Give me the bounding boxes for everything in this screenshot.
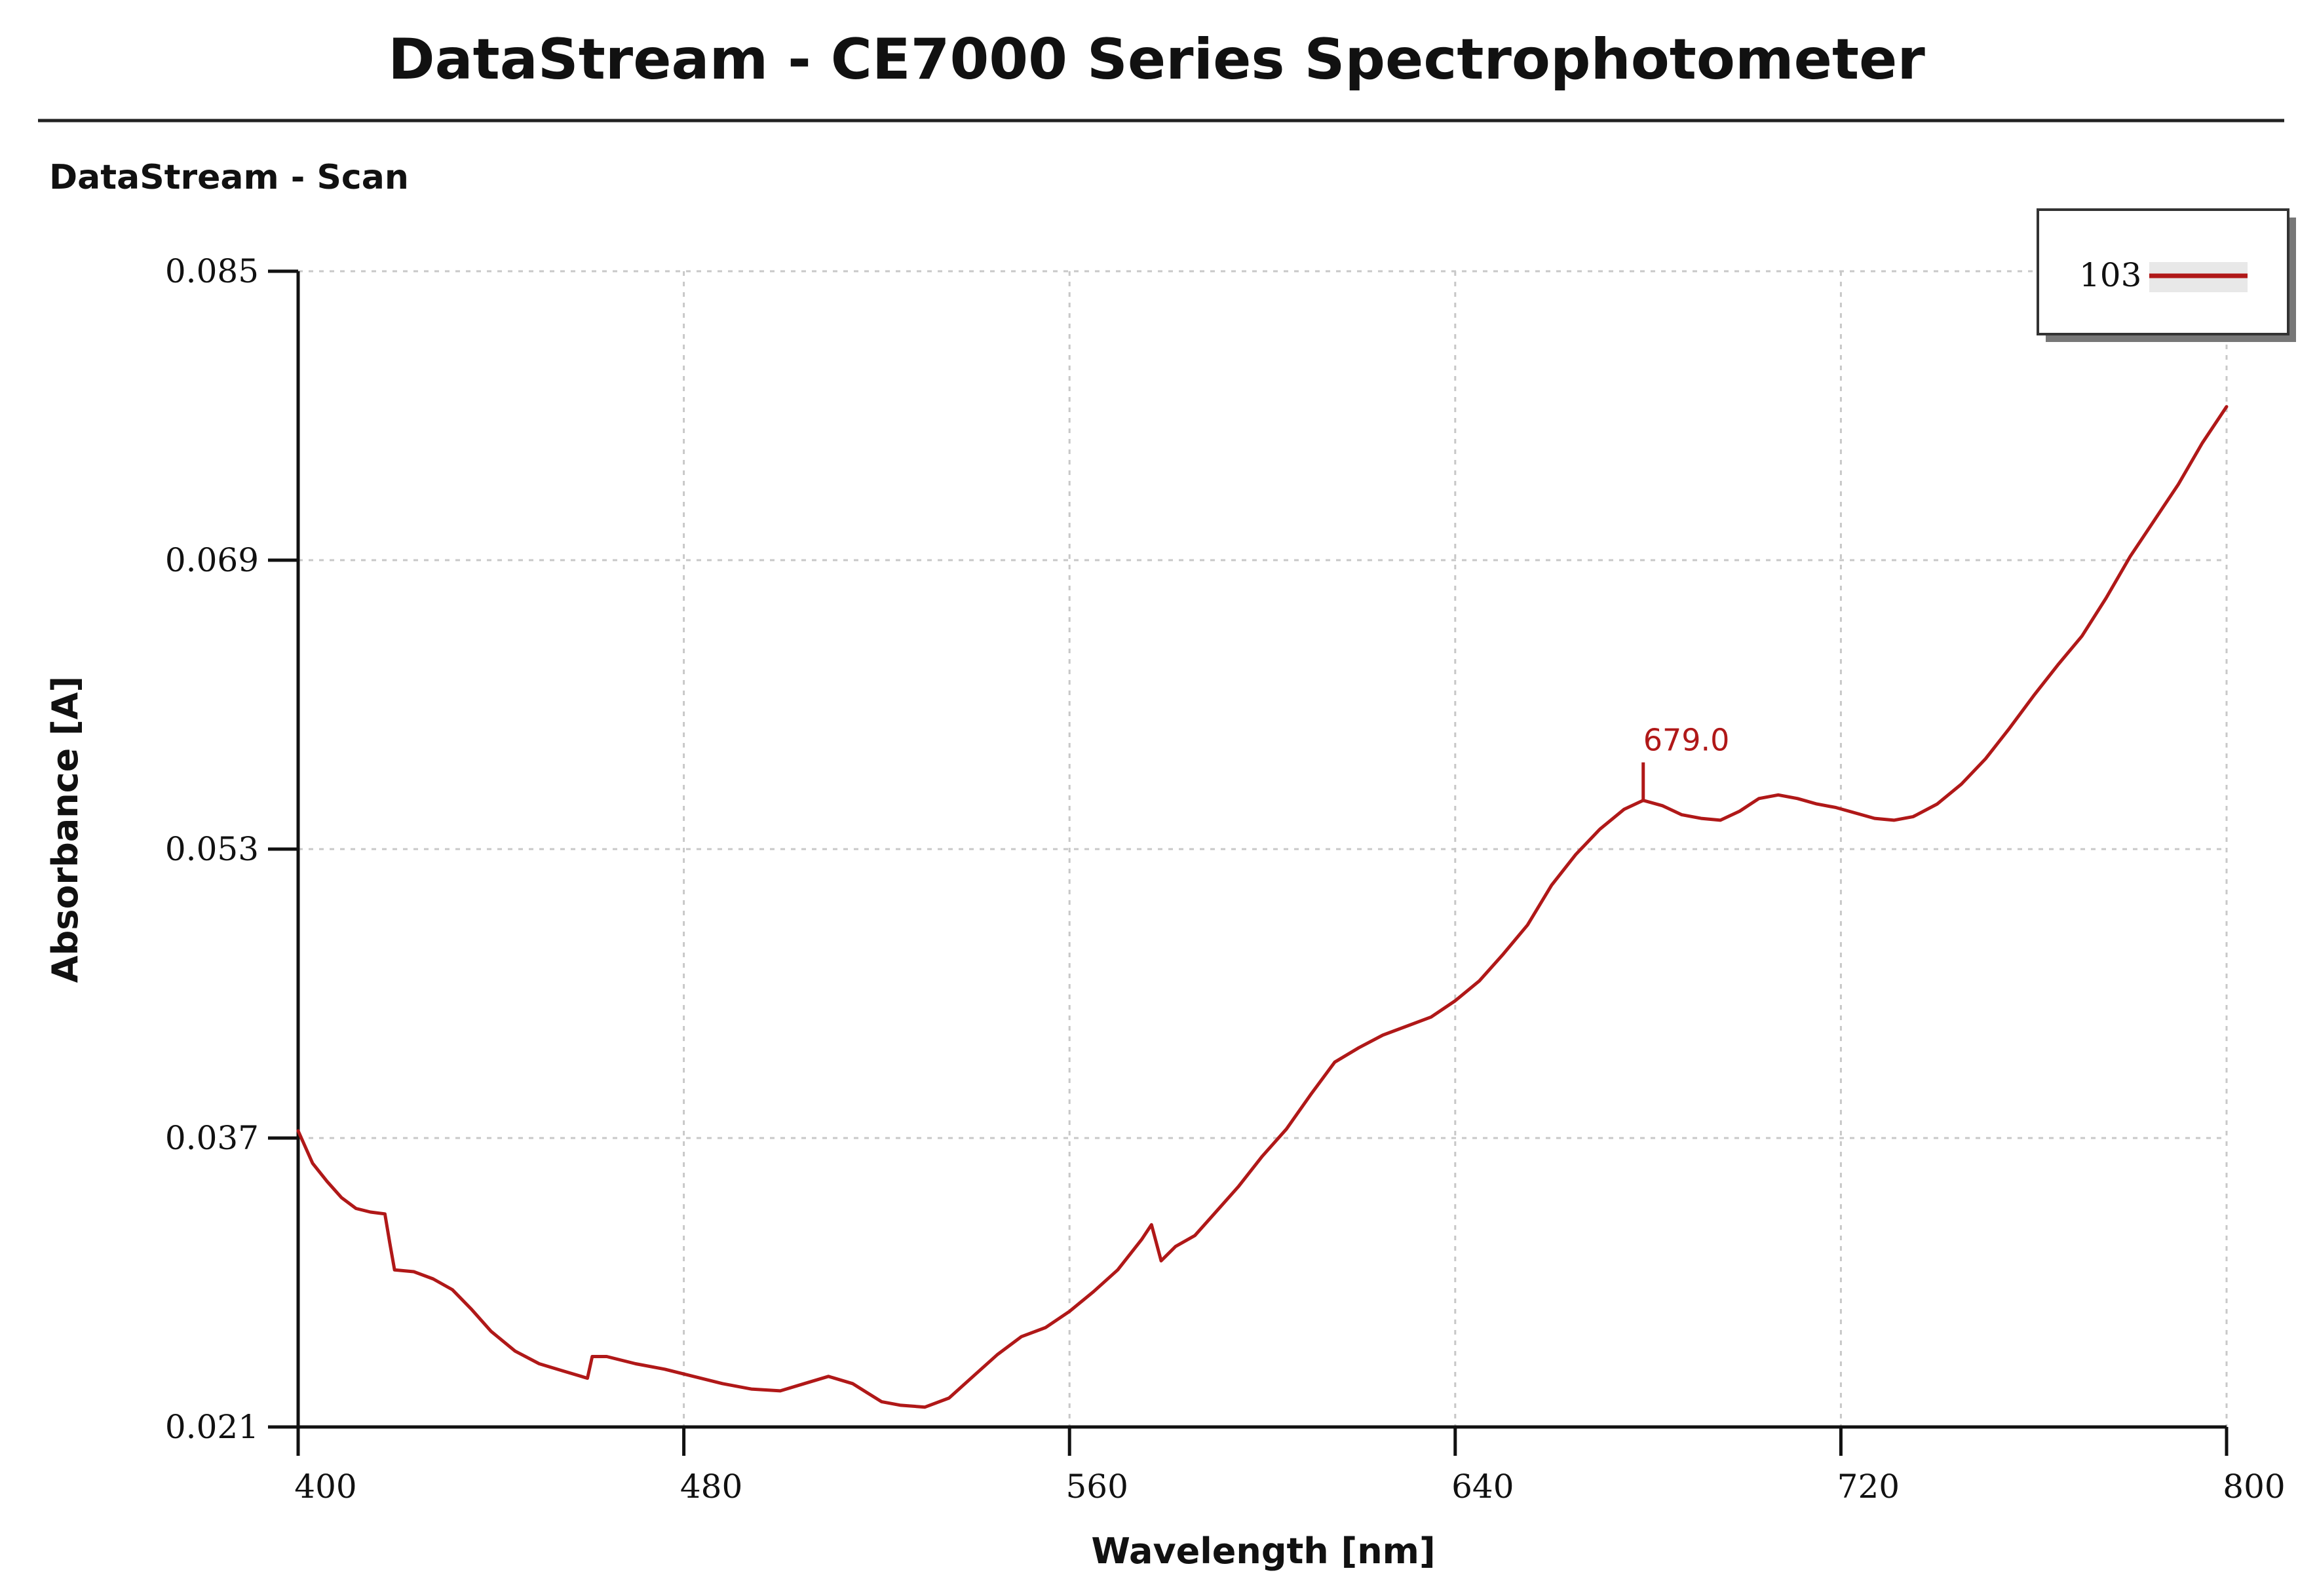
x-tick-label: 640	[1451, 1468, 1514, 1506]
y-tick-label: 0.069	[165, 541, 259, 579]
y-tick-label: 0.085	[165, 252, 259, 290]
x-tick-label: 800	[2223, 1468, 2285, 1506]
series-layer	[296, 405, 2229, 1409]
x-axis-title: Wavelength [nm]	[1091, 1530, 1435, 1572]
x-tick-label: 400	[294, 1468, 356, 1506]
legend-entry-label: 103	[2079, 256, 2141, 294]
axes: 400 480 560 640 720 800 0.021 0.037 0.053 0.069 0.…	[165, 252, 2286, 1506]
peak-label: 679.0	[1643, 723, 1730, 758]
x-tick-label: 720	[1837, 1468, 1900, 1506]
annotation-layer: 679.0	[1641, 723, 1730, 801]
y-tick-label: 0.037	[165, 1119, 259, 1157]
y-tick-label: 0.053	[165, 830, 259, 868]
page-title: DataStream - CE7000 Series Spectrophotom…	[388, 27, 1925, 92]
y-axis-title: Absorbance [A]	[45, 676, 86, 983]
legend: 103	[2037, 208, 2296, 342]
x-tick-label: 560	[1065, 1468, 1128, 1506]
grid-lines	[298, 270, 2228, 1427]
x-tick-label: 480	[680, 1468, 742, 1506]
series-line-103	[296, 405, 2229, 1409]
chart-subtitle: DataStream - Scan	[49, 158, 409, 197]
y-tick-label: 0.021	[165, 1408, 259, 1446]
